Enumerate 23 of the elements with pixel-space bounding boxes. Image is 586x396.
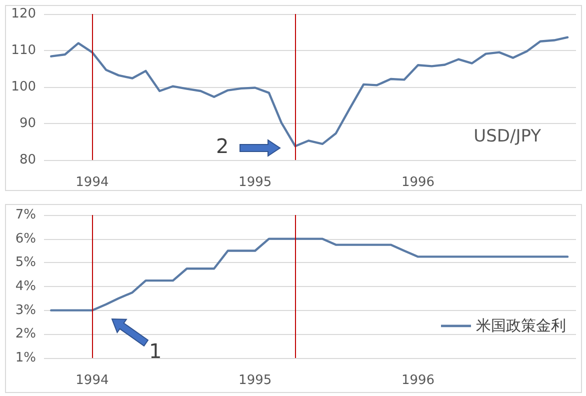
y-tick-label: 80 (19, 152, 36, 168)
y-tick-label: 110 (11, 43, 36, 58)
y-tick-label: 7% (15, 208, 36, 222)
annotation: 2 (216, 134, 229, 158)
x-tick-label: 1996 (401, 175, 435, 190)
y-tick-label: 90 (19, 116, 36, 131)
text: USD/JPY (474, 126, 542, 146)
x-tick-label: 1994 (76, 175, 109, 190)
y-tick-label: 5% (15, 255, 36, 270)
y-tick-label: 1% (15, 350, 36, 366)
annotation: 1 (149, 339, 162, 363)
y-tick-label: 4% (15, 279, 36, 294)
x-tick-label: 1995 (238, 373, 272, 388)
y-tick-label: 6% (15, 231, 36, 246)
x-tick-label: 1995 (238, 175, 272, 190)
y-tick-label: 2% (15, 326, 36, 342)
x-tick-label: 1996 (401, 373, 435, 388)
y-tick-label: 3% (15, 302, 36, 318)
x-tick-label: 1994 (76, 373, 109, 388)
legend-label: 米国政策金利 (476, 317, 566, 334)
y-tick-label: 120 (11, 6, 36, 22)
y-tick-label: 100 (11, 80, 36, 94)
line-series (50, 238, 569, 312)
